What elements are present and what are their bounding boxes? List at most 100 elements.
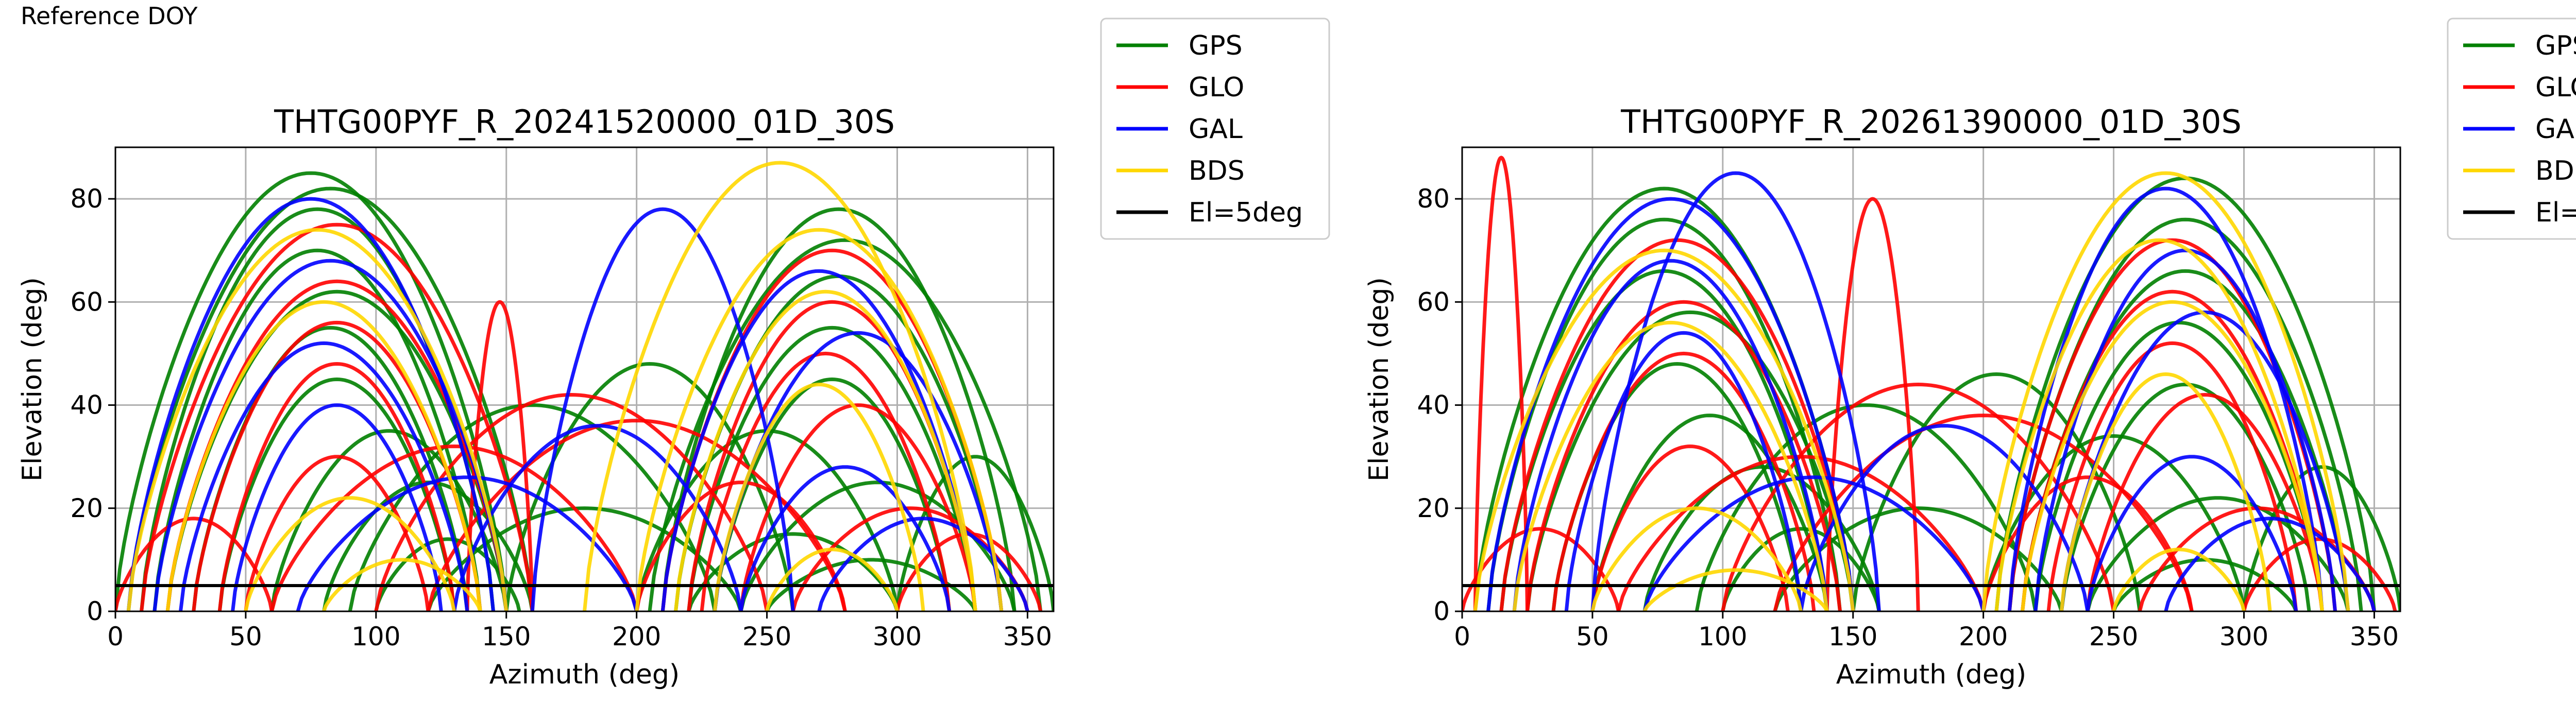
chart-title: THTG00PYF_R_20241520000_01D_30S: [274, 103, 895, 141]
x-tick-label: 250: [742, 622, 791, 652]
y-tick-label: 40: [1417, 390, 1450, 420]
track-bds: [1981, 171, 2350, 611]
track-glo: [244, 455, 430, 611]
track-gps: [648, 238, 1043, 611]
track-gal: [1486, 197, 1855, 611]
track-gps: [348, 403, 717, 611]
track-gps: [895, 455, 1054, 611]
track-bds: [2021, 300, 2324, 611]
track-gps: [713, 377, 952, 611]
track-gal: [739, 465, 952, 611]
track-gal: [1799, 424, 2090, 611]
legend-label-gps: GPS: [2535, 30, 2576, 61]
plot-frame: [1461, 146, 2401, 612]
track-bds: [126, 228, 509, 611]
track-gal: [452, 424, 743, 611]
x-tick-label: 0: [107, 622, 124, 652]
reference-doy-label: Reference DOY: [21, 2, 198, 30]
track-bds: [765, 547, 899, 611]
track-bds: [2112, 547, 2246, 611]
track-gps: [2242, 465, 2400, 611]
track-glo: [1721, 382, 2116, 611]
track-gal: [2059, 310, 2350, 611]
track-gps: [1694, 403, 2038, 611]
track-bds: [635, 228, 1004, 611]
track-glo: [1825, 197, 1920, 611]
x-tick-label: 150: [1828, 622, 1877, 652]
y-tick-label: 60: [1417, 287, 1450, 317]
legend-label-bds: BDS: [1189, 156, 1245, 186]
track-bds: [2059, 372, 2272, 611]
track-bds: [165, 300, 482, 611]
track-bds: [322, 558, 482, 611]
skyplot-panel-2024: 0 50 100 150 200 250 300 350 0 20 40 60 80 THTG00PYF_…: [17, 18, 1330, 690]
track-glo: [1617, 455, 1986, 611]
series-bds: [1473, 171, 2350, 611]
y-tick-label: 80: [70, 184, 103, 214]
track-gps: [152, 248, 482, 611]
track-bds: [1994, 238, 2324, 611]
track-bds: [244, 496, 456, 611]
track-gal: [660, 269, 977, 611]
track-gal: [1642, 475, 1986, 611]
x-tick-label: 200: [612, 622, 661, 652]
track-gps: [165, 289, 509, 611]
tracks-layer: [115, 161, 1054, 611]
track-gps: [126, 186, 534, 611]
track-gps: [217, 377, 456, 611]
x-tick-label: 350: [1003, 622, 1052, 652]
legend-label-el5: El=5deg: [1189, 197, 1303, 228]
y-tick-label: 20: [70, 493, 103, 523]
y-tick-label: 0: [87, 596, 103, 626]
track-bds: [1590, 506, 1803, 611]
skyplot-panel-2026: 0 50 100 150 200 250 300 350 0 20 40 60 80 THTG00PYF_…: [1364, 18, 2576, 690]
track-gps: [115, 171, 509, 611]
track-gps: [374, 537, 521, 611]
x-axis-label: Azimuth (deg): [489, 659, 680, 690]
track-glo: [1473, 156, 1529, 611]
x-tick-label: 150: [482, 622, 531, 652]
y-tick-label: 40: [70, 390, 103, 420]
track-gps: [1590, 414, 1829, 611]
plot-frame: [114, 146, 1055, 612]
track-gal: [231, 403, 443, 611]
legend-label-el5: El=5deg: [2535, 197, 2576, 228]
track-gal: [152, 259, 509, 611]
track-gps: [426, 506, 743, 611]
series-gal: [126, 197, 1029, 611]
track-gal: [1512, 259, 1829, 611]
track-gal: [1590, 171, 1881, 611]
track-gps: [1526, 310, 1855, 611]
track-glo: [1551, 351, 1816, 611]
y-axis-label: Elevation (deg): [1364, 277, 1395, 482]
track-glo: [700, 351, 952, 611]
x-tick-label: 50: [1576, 622, 1609, 652]
legend-label-gps: GPS: [1189, 30, 1243, 61]
track-gps: [660, 207, 1016, 611]
track-glo: [2242, 537, 2397, 611]
track-glo: [270, 444, 639, 611]
track-glo: [2046, 341, 2298, 611]
track-bds: [1512, 320, 1829, 611]
x-tick-label: 300: [873, 622, 922, 652]
track-gps: [687, 325, 977, 611]
track-glo: [465, 300, 534, 611]
track-gal: [126, 197, 495, 611]
x-axis-label: Azimuth (deg): [1836, 659, 2026, 690]
track-gal: [179, 341, 469, 611]
x-tick-label: 350: [2350, 622, 2399, 652]
track-bds: [583, 161, 977, 611]
y-tick-label: 0: [1433, 596, 1450, 626]
track-glo: [217, 362, 456, 611]
x-tick-label: 250: [2089, 622, 2138, 652]
track-gal: [2086, 455, 2298, 611]
legend-label-gal: GAL: [1189, 114, 1243, 145]
track-glo: [739, 403, 977, 611]
track-gal: [1564, 331, 1803, 611]
legend-label-bds: BDS: [2535, 156, 2576, 186]
track-glo: [140, 222, 534, 611]
legend-label-gal: GAL: [2535, 114, 2576, 145]
track-glo: [2021, 289, 2324, 611]
legend-box: [1100, 18, 1330, 240]
x-tick-label: 200: [1959, 622, 2008, 652]
